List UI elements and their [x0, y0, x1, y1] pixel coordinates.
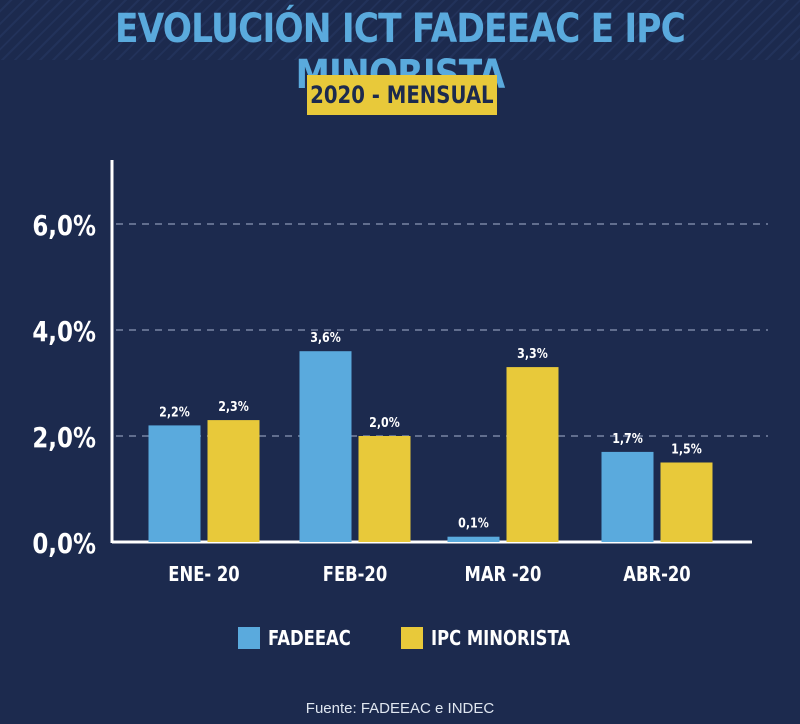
legend-swatch-fadeeac	[238, 627, 260, 649]
bar-ipc	[358, 436, 411, 542]
bar-value-label: 2,2%	[159, 405, 190, 420]
bar-ipc	[660, 462, 713, 542]
bar-fadeeac	[299, 351, 352, 542]
source-note: Fuente: FADEEAC e INDEC	[305, 700, 495, 717]
x-tick-label: ABR-20	[623, 564, 690, 587]
bar-value-label: 3,3%	[517, 346, 548, 361]
legend-item-fadeeac: FADEEAC	[238, 626, 369, 650]
bar-value-label: 3,6%	[310, 330, 341, 345]
legend-label-fadeeac: FADEEAC	[268, 626, 351, 650]
legend: FADEEAC IPC MINORISTA	[0, 626, 800, 656]
x-tick-label: FEB-20	[323, 564, 387, 587]
bar-value-label: 1,5%	[671, 442, 702, 457]
legend-swatch-ipc	[401, 627, 423, 649]
x-tick-label: ENE- 20	[168, 564, 239, 587]
y-tick-label: 2,0%	[32, 422, 96, 455]
bar-value-label: 2,0%	[369, 415, 400, 430]
bar-fadeeac	[447, 536, 500, 542]
bar-fadeeac	[601, 451, 654, 542]
header-band	[0, 0, 800, 60]
bar-fadeeac	[148, 425, 201, 542]
legend-item-ipc: IPC MINORISTA	[401, 626, 601, 650]
y-tick-label: 0,0%	[32, 528, 96, 561]
bar-value-label: 2,3%	[218, 399, 249, 414]
subtitle-text: 2020 - MENSUAL	[310, 81, 494, 109]
legend-label-ipc: IPC MINORISTA	[431, 626, 571, 650]
y-tick-label: 6,0%	[32, 210, 96, 243]
bar-ipc	[207, 420, 260, 542]
bar-value-label: 0,1%	[458, 516, 489, 531]
subtitle-badge: 2020 - MENSUAL	[307, 75, 497, 115]
bar-value-label: 1,7%	[612, 431, 643, 446]
x-tick-label: MAR -20	[465, 564, 542, 587]
bar-ipc	[506, 367, 559, 542]
y-tick-label: 4,0%	[32, 316, 96, 349]
